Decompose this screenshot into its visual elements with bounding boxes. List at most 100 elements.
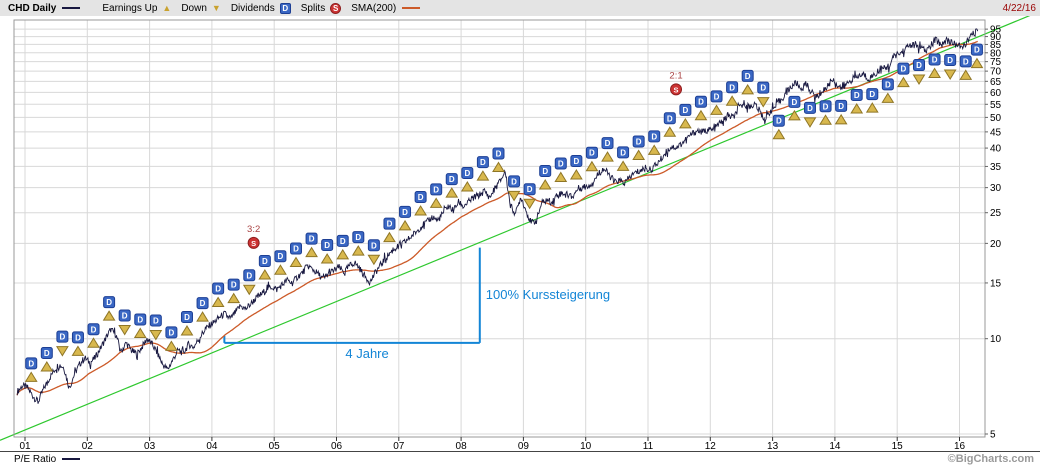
svg-text:D: D	[974, 46, 980, 55]
split-ratio-label: 3:2	[247, 224, 260, 235]
earnings-marker-up	[460, 181, 474, 192]
year-tick-label: 13	[767, 441, 779, 452]
dividend-marker: D	[710, 90, 723, 103]
earnings-marker-up	[725, 95, 739, 106]
dividend-marker: D	[243, 269, 256, 282]
earnings-marker-up	[538, 179, 552, 190]
dividend-marker: D	[305, 232, 318, 245]
price-tick-label: 75	[990, 57, 1002, 68]
dividend-marker: D	[40, 346, 53, 359]
dividend-marker: D	[803, 101, 816, 114]
earnings-marker-down	[149, 330, 163, 341]
earnings-marker-down	[943, 69, 957, 80]
svg-text:D: D	[838, 102, 844, 111]
earnings-marker-up	[24, 371, 38, 382]
dividend-marker: D	[679, 103, 692, 116]
svg-text:D: D	[854, 91, 860, 100]
price-tick-label: 90	[990, 32, 1002, 43]
dividend-marker: D	[928, 53, 941, 66]
dividend-marker: D	[165, 326, 178, 339]
pe-ratio-panel-header: P/E Ratio ©BigCharts.com	[0, 451, 1040, 465]
dividend-marker: D	[196, 297, 209, 310]
legend-splits-label: Splits	[300, 2, 326, 14]
bigcharts-watermark: ©BigCharts.com	[947, 453, 1034, 465]
svg-text:D: D	[667, 114, 673, 123]
svg-text:D: D	[963, 57, 969, 66]
earnings-marker-up	[788, 109, 801, 121]
price-tick-label: 15	[990, 278, 1002, 289]
earnings-marker-up	[632, 149, 646, 160]
year-tick-label: 08	[456, 441, 468, 452]
earnings-marker-up	[476, 170, 490, 181]
price-line-swatch	[62, 7, 81, 9]
dividend-marker: D	[87, 323, 100, 336]
dividend-marker: D	[913, 59, 926, 72]
annotation-years-label: 4 Jahre	[345, 346, 388, 361]
dividend-marker: D	[539, 165, 552, 178]
dividend-marker: D	[399, 205, 412, 218]
svg-text:D: D	[449, 175, 455, 184]
annotation-pct-label: 100% Kurssteigerung	[486, 287, 610, 302]
price-tick-label: 30	[990, 183, 1002, 194]
svg-text:D: D	[309, 235, 315, 244]
dividend-marker: D	[492, 147, 505, 160]
split-icon: S	[330, 2, 342, 14]
svg-text:D: D	[91, 325, 97, 334]
dividend-marker: D	[970, 43, 983, 56]
earnings-marker-down	[242, 284, 256, 296]
year-tick-label: 06	[331, 441, 343, 452]
svg-text:D: D	[418, 193, 424, 202]
dividend-marker: D	[648, 130, 661, 143]
svg-text:D: D	[169, 328, 175, 337]
dividend-marker: D	[212, 282, 225, 295]
svg-text:D: D	[75, 333, 81, 342]
earnings-marker-up	[414, 205, 427, 216]
earnings-marker-down	[507, 190, 521, 202]
svg-text:D: D	[402, 208, 408, 217]
dividend-marker: D	[850, 88, 863, 101]
dividend-marker: D	[352, 231, 365, 244]
earnings-marker-up	[398, 219, 412, 231]
price-tick-label: 60	[990, 88, 1002, 99]
earnings-marker-up	[585, 160, 599, 172]
dividend-marker: D	[25, 357, 38, 370]
earnings-marker-up	[647, 144, 661, 155]
chart-date: 4/22/16	[1002, 2, 1036, 14]
svg-text:D: D	[589, 149, 595, 158]
dividend-marker: D	[632, 135, 645, 148]
earnings-marker-up	[554, 171, 568, 182]
dividend-marker: D	[819, 100, 832, 113]
earnings-marker-up	[772, 128, 786, 140]
svg-text:D: D	[605, 139, 611, 148]
earnings-marker-up	[959, 69, 973, 80]
earnings-marker-up	[834, 113, 848, 125]
svg-text:D: D	[496, 150, 502, 159]
earnings-marker-up	[616, 160, 630, 171]
svg-text:D: D	[916, 61, 922, 70]
price-tick-label: 50	[990, 113, 1002, 124]
svg-text:D: D	[776, 117, 782, 126]
svg-text:D: D	[636, 137, 642, 146]
dividend-marker: D	[290, 242, 303, 255]
earnings-marker-up	[102, 310, 116, 321]
price-tick-label: 85	[990, 40, 1002, 51]
split-marker: S 3:2	[247, 224, 260, 249]
earnings-marker-up	[601, 151, 614, 162]
year-tick-label: 03	[144, 441, 156, 452]
dividend-marker: D	[149, 314, 162, 327]
dividend-marker: D	[866, 88, 879, 101]
dividend-marker: D	[258, 254, 271, 267]
svg-text:D: D	[324, 241, 330, 250]
earnings-marker-up	[850, 102, 864, 114]
svg-text:D: D	[573, 157, 579, 166]
earnings-marker-up	[351, 245, 365, 256]
dividend-marker: D	[617, 146, 630, 159]
svg-text:D: D	[246, 271, 252, 280]
dividend-marker: D	[274, 250, 287, 263]
svg-text:D: D	[340, 237, 346, 246]
earnings-marker-up	[819, 114, 832, 125]
earnings-marker-up	[305, 246, 318, 258]
earnings-marker-up	[865, 102, 879, 113]
